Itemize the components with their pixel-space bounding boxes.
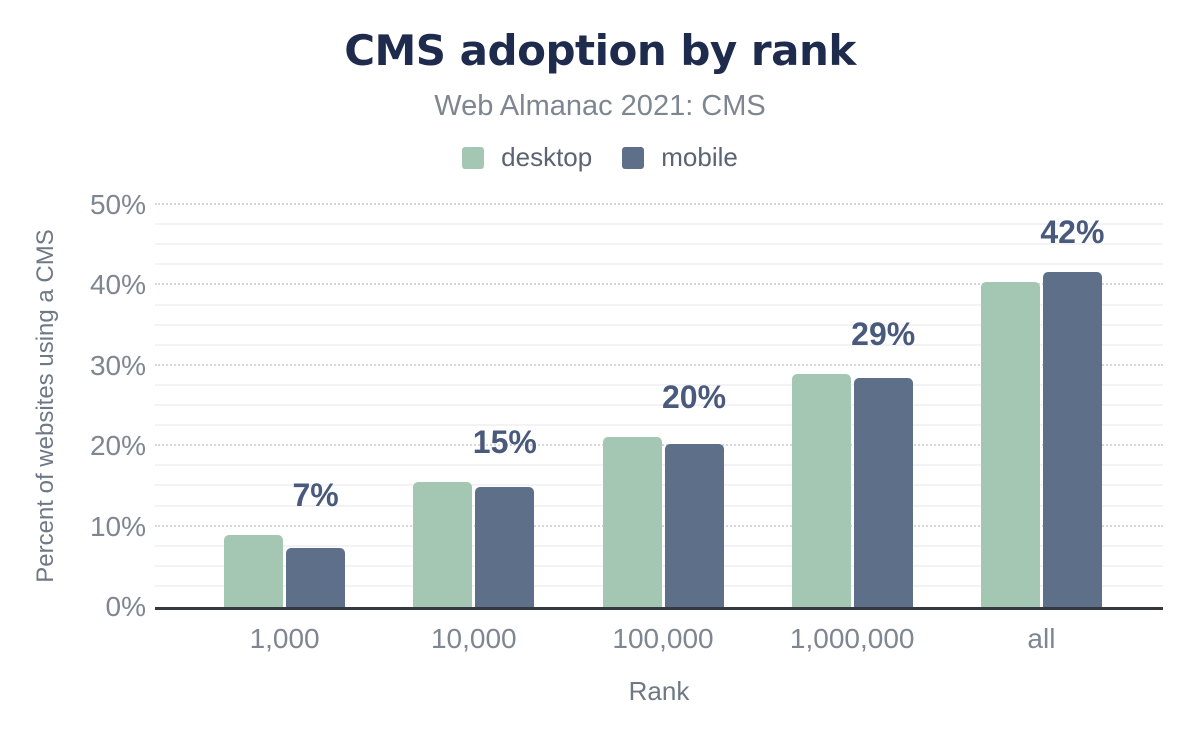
bar-mobile bbox=[853, 377, 913, 607]
gridline-minor bbox=[155, 243, 1163, 246]
bar-group: 29% 1,000,000 bbox=[758, 205, 947, 654]
bar-mobile bbox=[286, 548, 346, 607]
desktop-swatch bbox=[462, 146, 485, 169]
plot-area: 7% 1,000 15% 10,000 20% 100,000 29% 1,000,000 42… bbox=[155, 203, 1163, 654]
gridline-minor bbox=[155, 323, 1163, 326]
legend-label: desktop bbox=[501, 142, 593, 172]
x-tick-label: all bbox=[1027, 623, 1056, 654]
gridline-major bbox=[155, 283, 1163, 286]
y-tick-label: 10% bbox=[89, 510, 146, 542]
bar-value-label: 20% bbox=[661, 379, 727, 416]
legend-label: mobile bbox=[661, 142, 738, 172]
x-axis-title: Rank bbox=[628, 676, 690, 706]
bar-desktop bbox=[413, 481, 473, 607]
gridline-minor bbox=[155, 263, 1163, 266]
gridline-minor bbox=[155, 343, 1163, 346]
bar-value-label: 29% bbox=[851, 315, 916, 352]
x-tick-label: 1,000,000 bbox=[789, 623, 915, 654]
legend-item-desktop: desktop bbox=[462, 142, 592, 173]
y-tick-label: 50% bbox=[89, 189, 146, 220]
legend-item-mobile: mobile bbox=[622, 142, 738, 173]
x-axis-line bbox=[155, 607, 1163, 610]
bar-group: 20% 100,000 bbox=[568, 205, 757, 654]
gridline-minor bbox=[155, 303, 1163, 306]
bar-mobile bbox=[664, 443, 724, 607]
y-tick-label: 30% bbox=[89, 349, 146, 381]
bar-desktop bbox=[602, 437, 662, 607]
gridline-minor bbox=[155, 424, 1163, 427]
bar-desktop bbox=[980, 282, 1040, 607]
bar-desktop bbox=[791, 373, 851, 607]
mobile-swatch bbox=[622, 146, 645, 169]
x-tick-label: 100,000 bbox=[612, 623, 714, 654]
gridline-minor bbox=[155, 383, 1163, 386]
bar-mobile bbox=[475, 487, 535, 607]
bar-group: 15% 10,000 bbox=[379, 205, 568, 654]
y-tick-label: 40% bbox=[89, 269, 146, 301]
y-tick-label: 20% bbox=[89, 430, 146, 462]
bar-value-label: 42% bbox=[1040, 213, 1105, 250]
bar-group: 7% 1,000 bbox=[190, 205, 379, 654]
gridline-major bbox=[155, 363, 1163, 366]
gridline-minor bbox=[155, 404, 1163, 406]
bar-mobile bbox=[1042, 271, 1102, 607]
bar-group: 42% all bbox=[947, 205, 1136, 654]
x-tick-label: 1,000 bbox=[249, 623, 320, 654]
chart-subtitle: Web Almanac 2021: CMS bbox=[434, 90, 766, 122]
y-tick-label: 0% bbox=[105, 591, 146, 622]
bar-desktop bbox=[224, 535, 284, 607]
bar-value-label: 7% bbox=[292, 477, 339, 514]
x-tick-label: 10,000 bbox=[430, 623, 517, 654]
bar-value-label: 15% bbox=[472, 423, 537, 460]
gridline-minor bbox=[155, 223, 1163, 226]
legend: desktop mobile bbox=[0, 142, 1200, 173]
chart-title: CMS adoption by rank bbox=[344, 26, 856, 75]
gridline-major bbox=[155, 203, 1163, 205]
bars-area: 7% 1,000 15% 10,000 20% 100,000 29% 1,000,000 42… bbox=[190, 205, 1136, 654]
